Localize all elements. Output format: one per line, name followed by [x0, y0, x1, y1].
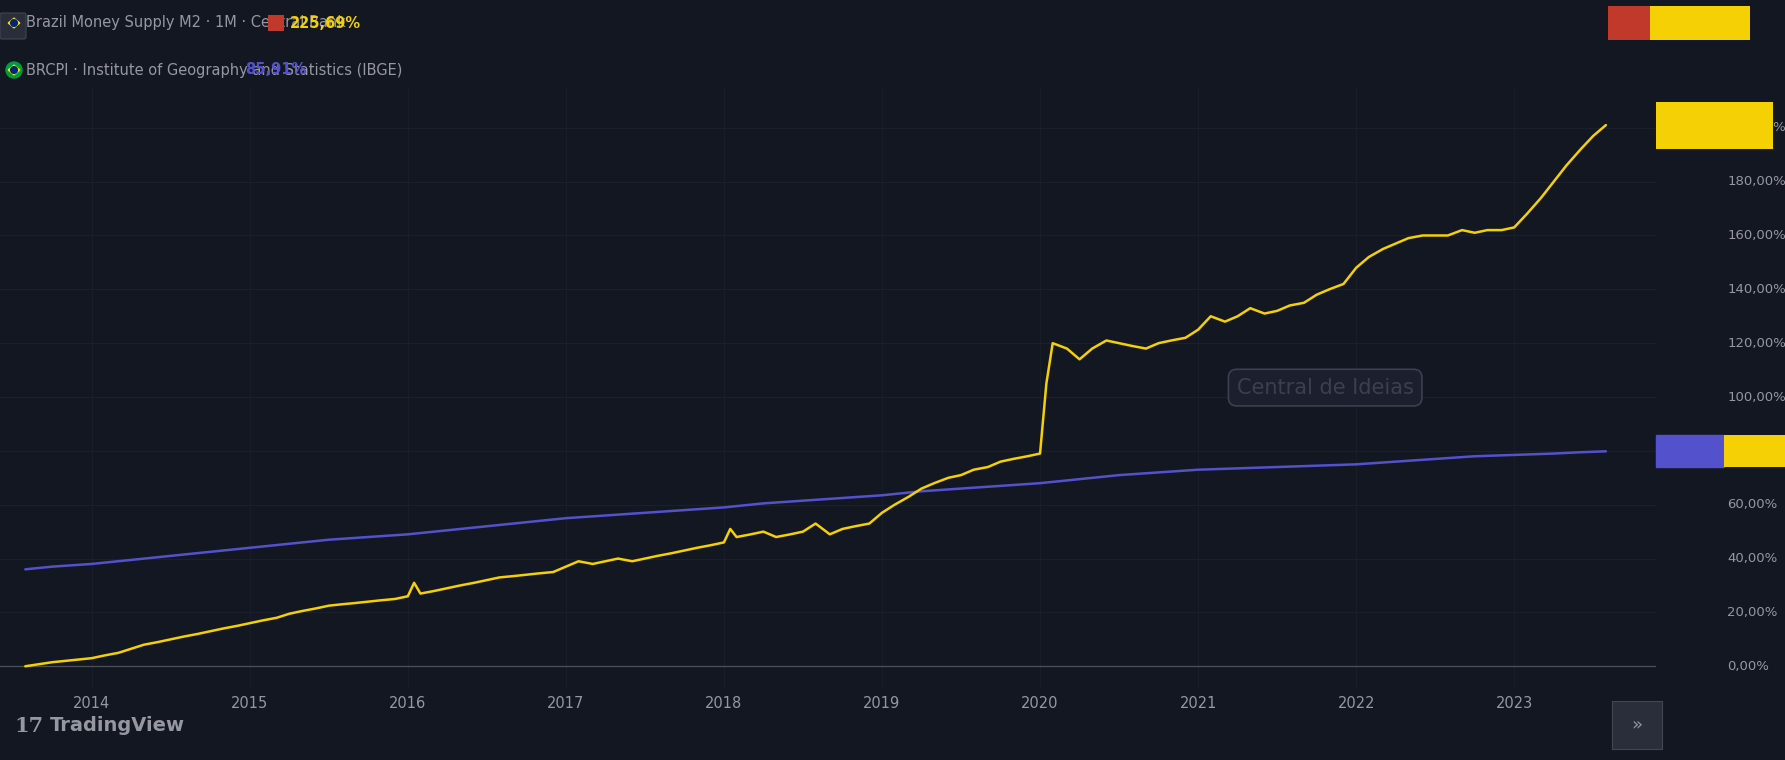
Text: BRMZ: BRMZ	[1610, 17, 1648, 30]
Text: »: »	[1631, 716, 1642, 734]
Circle shape	[11, 20, 18, 27]
Text: 60,00%: 60,00%	[1728, 499, 1778, 511]
Text: 6,106 T: 6,106 T	[1674, 27, 1724, 40]
Circle shape	[5, 15, 21, 31]
Text: 225,69%: 225,69%	[289, 15, 361, 30]
Text: 80,00%: 80,00%	[1728, 445, 1778, 458]
Text: +79,84%: +79,84%	[1755, 435, 1785, 448]
Text: 120,00%: 120,00%	[1728, 337, 1785, 350]
Text: BRCPI · Institute of Geography and Statistics (IBGE): BRCPI · Institute of Geography and Stati…	[27, 62, 402, 78]
Polygon shape	[9, 65, 20, 74]
Text: 6,701 K: 6,701 K	[1760, 454, 1785, 467]
Text: 20,00%: 20,00%	[1728, 606, 1778, 619]
Text: 160,00%: 160,00%	[1728, 229, 1785, 242]
FancyBboxPatch shape	[0, 13, 27, 39]
FancyBboxPatch shape	[1608, 6, 1649, 40]
Text: 5,644T: 5,644T	[1689, 128, 1740, 141]
Text: +201,04%: +201,04%	[1676, 106, 1753, 119]
FancyBboxPatch shape	[268, 15, 284, 31]
FancyBboxPatch shape	[1649, 6, 1749, 40]
Text: Central de Ideias: Central de Ideias	[1237, 378, 1414, 397]
Text: BRCPI: BRCPI	[1671, 445, 1710, 458]
Text: 40,00%: 40,00%	[1728, 552, 1778, 565]
Text: Brazil Money Supply M2 · 1M · Central Bank: Brazil Money Supply M2 · 1M · Central Ba…	[27, 15, 346, 30]
Text: 0,00%: 0,00%	[1728, 660, 1769, 673]
Text: 140,00%: 140,00%	[1728, 283, 1785, 296]
Text: 17: 17	[14, 716, 43, 736]
Text: 200,00%: 200,00%	[1728, 122, 1785, 135]
Circle shape	[11, 67, 18, 74]
Polygon shape	[9, 18, 20, 28]
Text: 180,00%: 180,00%	[1728, 175, 1785, 188]
Text: TradingView: TradingView	[50, 716, 186, 736]
Circle shape	[5, 62, 21, 78]
Text: 100,00%: 100,00%	[1728, 391, 1785, 404]
Text: +225,69%: +225,69%	[1667, 11, 1733, 24]
Text: 85,91%: 85,91%	[245, 62, 307, 78]
Text: ∧: ∧	[9, 20, 18, 33]
